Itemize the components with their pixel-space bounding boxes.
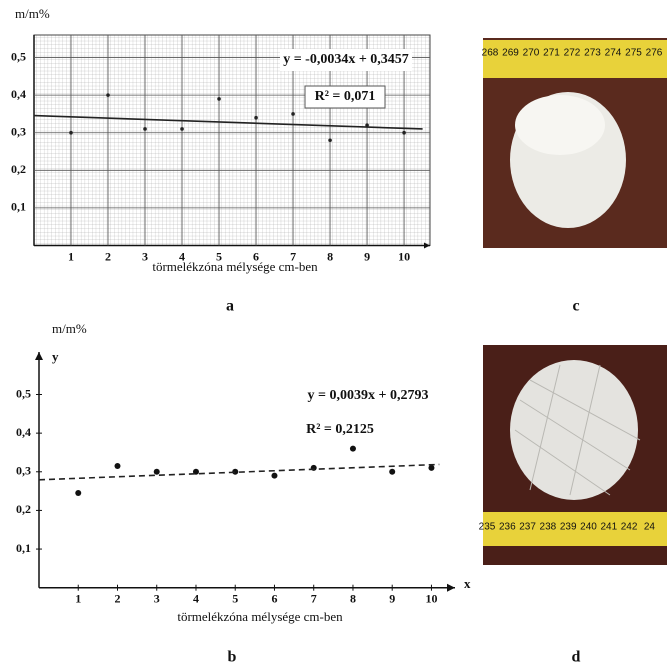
panel-label: b bbox=[228, 649, 237, 666]
x-tick-label: 4 bbox=[179, 249, 185, 263]
ruler-number: 275 bbox=[625, 48, 642, 59]
equation: y = 0,0039x + 0,2793 bbox=[308, 388, 429, 403]
x-tick-label: 5 bbox=[216, 249, 222, 263]
ruler-number: 273 bbox=[584, 48, 601, 59]
data-point bbox=[75, 490, 82, 497]
ruler-number: 242 bbox=[621, 522, 638, 533]
y-tick-label: 0,5 bbox=[16, 386, 31, 400]
ruler-number: 240 bbox=[580, 522, 597, 533]
x-tick-label: 4 bbox=[193, 591, 199, 605]
y-axis-label: m/m% bbox=[52, 321, 87, 336]
ruler-number: 274 bbox=[605, 48, 622, 59]
axis-arrow bbox=[35, 352, 43, 360]
data-point bbox=[428, 464, 435, 471]
x-tick-label: 7 bbox=[311, 591, 317, 605]
y-tick-label: 0,5 bbox=[11, 49, 26, 63]
y-tick-label: 0,1 bbox=[11, 200, 26, 214]
photo bbox=[483, 345, 667, 565]
ruler-number: 276 bbox=[646, 48, 663, 59]
axis-arrow bbox=[424, 242, 430, 249]
ruler-number: 235 bbox=[479, 522, 496, 533]
panel-label: d bbox=[572, 649, 581, 666]
data-point bbox=[254, 115, 258, 120]
data-point bbox=[349, 445, 356, 452]
x-tick-label: 6 bbox=[253, 249, 259, 263]
x-tick-label: 1 bbox=[68, 249, 74, 263]
x-tick-label: 8 bbox=[327, 249, 333, 263]
annotation-box bbox=[304, 85, 386, 109]
ruler-number: 269 bbox=[502, 48, 519, 59]
ruler-number: 237 bbox=[519, 522, 536, 533]
ruler-number: 236 bbox=[499, 522, 516, 533]
x-axis-label: törmelékzóna mélysége cm-ben bbox=[177, 609, 343, 624]
y-tick-label: 0,1 bbox=[16, 541, 31, 555]
data-point bbox=[291, 112, 295, 116]
trend-line bbox=[38, 463, 440, 481]
x-tick-label: 6 bbox=[271, 591, 277, 605]
equation: R² = 0,071 bbox=[315, 89, 376, 104]
y-axis-letter: y bbox=[52, 349, 59, 364]
ruler-number: 24 bbox=[644, 522, 656, 533]
x-tick-label: 2 bbox=[114, 591, 120, 605]
x-tick-label: 8 bbox=[350, 591, 356, 605]
equation: R² = 0,2125 bbox=[306, 422, 374, 437]
data-point bbox=[217, 97, 221, 101]
x-tick-label: 10 bbox=[398, 249, 410, 263]
x-tick-label: 2 bbox=[105, 249, 111, 263]
ruler-number: 268 bbox=[482, 48, 499, 59]
data-point bbox=[328, 138, 332, 143]
x-tick-label: 9 bbox=[364, 249, 370, 263]
data-point bbox=[365, 123, 369, 128]
panel-label: c bbox=[572, 298, 579, 315]
ruler-number: 271 bbox=[543, 48, 560, 59]
ruler-number: 270 bbox=[523, 48, 540, 59]
photo bbox=[483, 38, 667, 248]
y-tick-label: 0,3 bbox=[11, 124, 26, 138]
y-axis-label: m/m% bbox=[15, 6, 50, 21]
data-point bbox=[402, 130, 406, 135]
axis-arrow bbox=[447, 583, 455, 592]
data-point bbox=[271, 472, 278, 479]
ruler-number: 241 bbox=[600, 522, 617, 533]
x-tick-label: 1 bbox=[75, 591, 81, 605]
x-tick-label: 10 bbox=[425, 591, 437, 605]
x-tick-label: 5 bbox=[232, 591, 238, 605]
x-tick-label: 3 bbox=[154, 591, 160, 605]
data-point bbox=[389, 468, 396, 475]
data-point bbox=[143, 127, 147, 131]
y-tick-label: 0,2 bbox=[11, 162, 26, 176]
x-tick-label: 9 bbox=[389, 591, 395, 605]
data-point bbox=[153, 468, 160, 475]
data-point bbox=[232, 468, 239, 475]
ruler-number: 272 bbox=[564, 48, 581, 59]
trend-line bbox=[33, 114, 423, 130]
ruler-number: 239 bbox=[560, 522, 577, 533]
data-point bbox=[114, 462, 121, 469]
y-tick-label: 0,3 bbox=[16, 464, 31, 478]
data-point bbox=[69, 130, 73, 135]
data-point bbox=[180, 127, 184, 131]
x-axis-letter: x bbox=[464, 576, 471, 591]
y-tick-label: 0,4 bbox=[11, 87, 26, 101]
y-tick-label: 0,4 bbox=[16, 425, 31, 439]
ruler-number: 238 bbox=[540, 522, 557, 533]
equation: y = -0,0034x + 0,3457 bbox=[283, 52, 409, 67]
x-axis-label: törmelékzóna mélysége cm-ben bbox=[152, 259, 318, 274]
data-point bbox=[106, 93, 110, 97]
x-tick-label: 7 bbox=[290, 249, 296, 263]
annotation-box bbox=[280, 49, 412, 71]
x-tick-label: 3 bbox=[142, 249, 148, 263]
panel-label: a bbox=[226, 298, 234, 315]
y-tick-label: 0,2 bbox=[16, 502, 31, 516]
